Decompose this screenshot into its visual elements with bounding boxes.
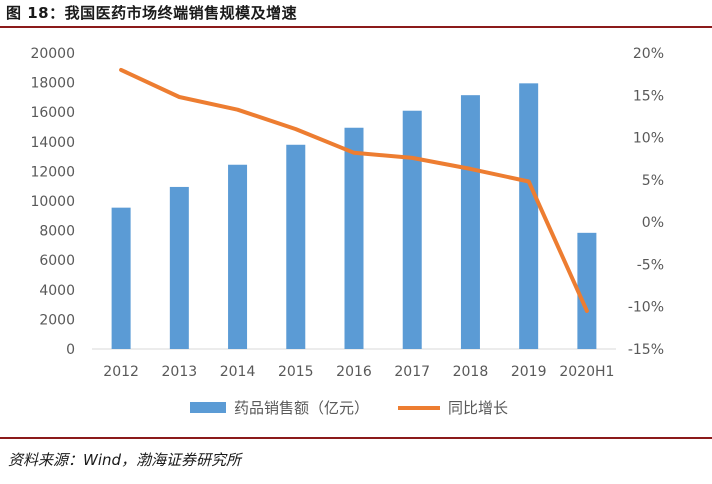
left-tick-label: 8000 <box>39 224 75 240</box>
bar <box>169 186 189 349</box>
legend-line-label: 同比增长 <box>448 399 508 417</box>
left-axis-ticks: 0 2000 4000 6000 8000 10000 12000 14000 16000 180… <box>30 46 75 358</box>
legend-bar-label: 药品销售额（亿元） <box>234 399 369 417</box>
left-tick-label: 20000 <box>30 46 75 62</box>
x-tick-label: 2016 <box>336 364 372 380</box>
bottom-divider <box>0 437 712 439</box>
bar <box>519 83 539 349</box>
legend: 药品销售额（亿元） 同比增长 <box>190 399 508 417</box>
legend-bar-swatch <box>190 402 226 413</box>
x-tick-label: 2013 <box>162 364 198 380</box>
x-tick-label: 2018 <box>453 364 489 380</box>
left-tick-label: 14000 <box>30 135 75 151</box>
left-tick-label: 6000 <box>39 253 75 269</box>
left-tick-label: 0 <box>66 342 75 358</box>
right-tick-label: -5% <box>637 257 664 273</box>
x-tick-label: 2012 <box>103 364 139 380</box>
x-axis-ticks: 2012 2013 2014 2015 2016 2017 2018 2019 2020H1 <box>103 364 614 380</box>
bar <box>460 95 480 350</box>
bar <box>228 164 248 349</box>
left-tick-label: 2000 <box>39 312 75 328</box>
x-tick-label: 2015 <box>278 364 314 380</box>
right-tick-label: -10% <box>628 300 664 316</box>
right-tick-label: 10% <box>633 131 664 147</box>
right-tick-label: 20% <box>633 46 664 62</box>
right-axis-ticks: -15% -10% -5% 0% 5% 10% 15% 20% <box>628 46 664 358</box>
left-tick-label: 10000 <box>30 194 75 210</box>
left-tick-label: 16000 <box>30 105 75 121</box>
bar-series <box>111 83 597 350</box>
x-tick-label: 2014 <box>220 364 256 380</box>
right-tick-label: 5% <box>642 173 664 189</box>
bar <box>402 110 422 349</box>
bar <box>577 232 597 349</box>
x-tick-label: 2020H1 <box>559 364 614 380</box>
right-tick-label: 0% <box>642 215 664 231</box>
x-tick-label: 2017 <box>394 364 430 380</box>
right-tick-label: -15% <box>628 342 664 358</box>
x-tick-label: 2019 <box>511 364 547 380</box>
top-divider <box>0 26 712 28</box>
left-tick-label: 18000 <box>30 76 75 92</box>
source-note: 资料来源：Wind，渤海证券研究所 <box>8 451 242 469</box>
left-tick-label: 12000 <box>30 164 75 180</box>
figure-title: 图 18：我国医药市场终端销售规模及增速 <box>6 4 298 22</box>
bar <box>286 144 306 349</box>
bar <box>344 127 364 350</box>
chart: 0 2000 4000 6000 8000 10000 12000 14000 16000 180… <box>30 46 664 417</box>
bar <box>111 207 131 349</box>
left-tick-label: 4000 <box>39 283 75 299</box>
right-tick-label: 15% <box>633 88 664 104</box>
growth-line <box>119 67 589 313</box>
